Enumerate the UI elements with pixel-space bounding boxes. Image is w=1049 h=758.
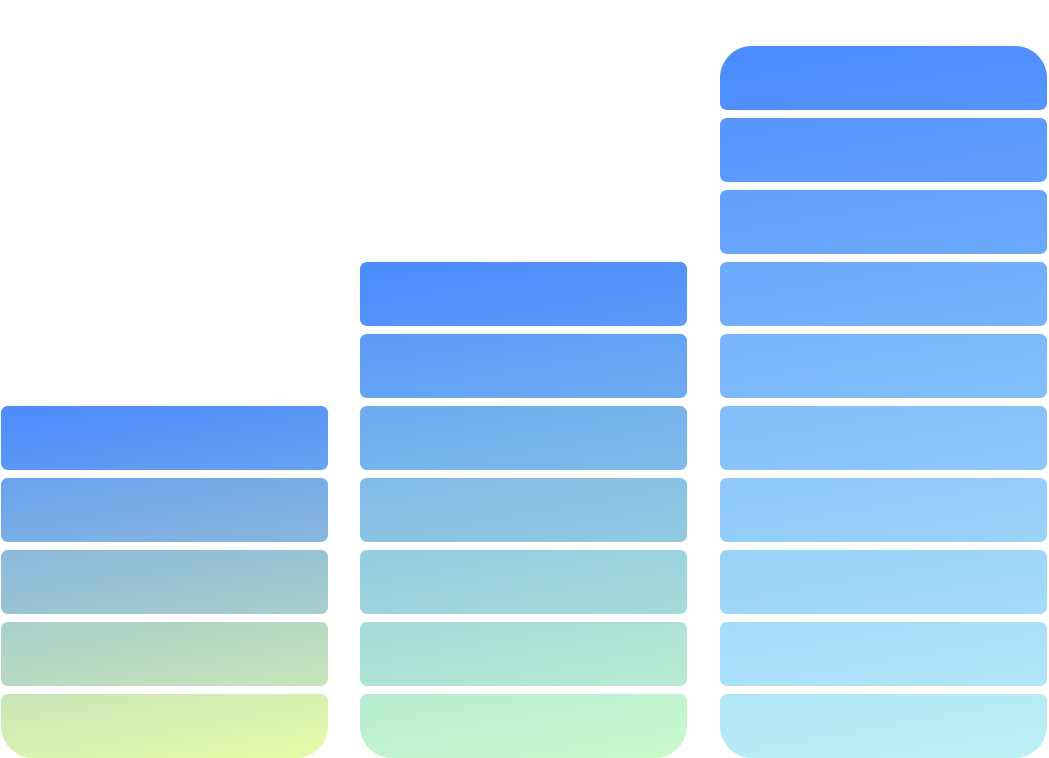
bar-segment xyxy=(720,262,1047,326)
bar-segment xyxy=(360,406,687,470)
bar-segment xyxy=(360,694,687,758)
bar-segment xyxy=(1,622,328,686)
bar-segment xyxy=(1,550,328,614)
bar-segment xyxy=(1,694,328,758)
bar-segment xyxy=(1,406,328,470)
bar-segment xyxy=(360,478,687,542)
bar-segment xyxy=(720,118,1047,182)
bar-segment xyxy=(720,334,1047,398)
bar-segment xyxy=(720,478,1047,542)
bar-segment xyxy=(360,550,687,614)
bar-segment xyxy=(360,622,687,686)
column-3 xyxy=(720,46,1047,758)
bar-segment xyxy=(360,334,687,398)
bar-segment xyxy=(1,478,328,542)
bar-segment xyxy=(720,406,1047,470)
bar-segment xyxy=(720,622,1047,686)
column-2 xyxy=(360,262,687,758)
column-1 xyxy=(1,406,328,758)
bar-segment xyxy=(720,46,1047,110)
bar-segment xyxy=(720,550,1047,614)
bar-segment xyxy=(360,262,687,326)
bar-segment xyxy=(720,190,1047,254)
bar-segment xyxy=(720,694,1047,758)
